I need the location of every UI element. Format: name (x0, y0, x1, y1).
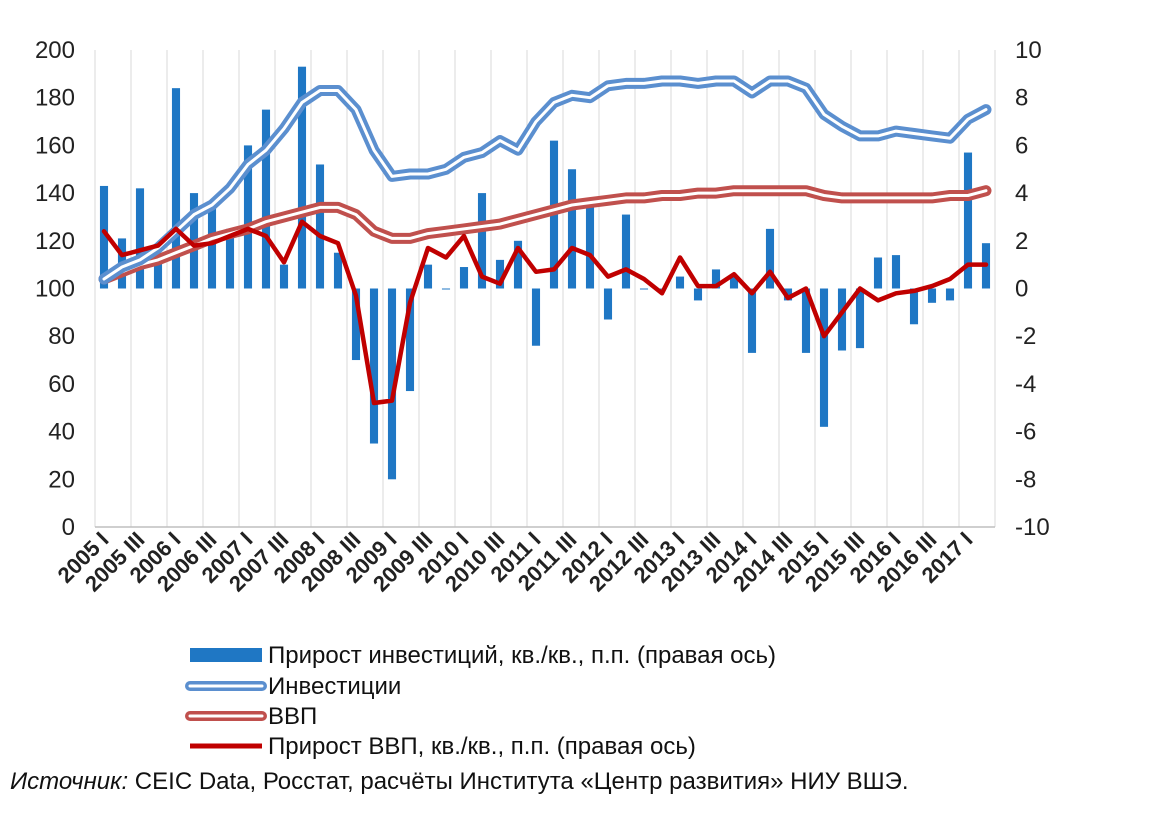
bar-investment-growth (279, 264, 289, 289)
bar-investment-growth (423, 264, 433, 289)
bar-investment-growth (261, 109, 271, 289)
legend-label: Прирост ВВП, кв./кв., п.п. (правая ось) (268, 733, 696, 760)
bar-investment-growth (675, 276, 685, 289)
bar-investment-growth (351, 288, 361, 361)
bar-investment-growth (297, 66, 307, 289)
bar-investment-growth (459, 267, 469, 289)
bar-investment-growth (153, 252, 163, 289)
y-right-tick-label: 8 (1015, 85, 1028, 112)
bar-investment-growth (567, 169, 577, 289)
bar-investment-growth (621, 214, 631, 289)
bar-investment-growth (531, 288, 541, 346)
bar-investment-growth (225, 228, 235, 289)
bar-investment-growth (765, 228, 775, 289)
bar-investment-growth (99, 185, 109, 289)
bar-investment-growth (729, 276, 739, 289)
bar-investment-growth (441, 288, 451, 290)
y-left-tick-label: 80 (48, 323, 75, 350)
bar-investment-growth (855, 288, 865, 349)
bar-investment-growth (495, 259, 505, 289)
grid (94, 50, 996, 527)
bar-investment-growth (927, 288, 937, 303)
y-left-tick-label: 160 (35, 132, 75, 159)
legend-swatch-bar (190, 648, 262, 662)
bar-investment-growth (405, 288, 415, 392)
bar-investment-growth (207, 202, 217, 289)
y-right-tick-label: -8 (1015, 466, 1036, 493)
bar-investment-growth (945, 288, 955, 301)
bar-investment-growth (243, 145, 253, 289)
bar-investment-growth (963, 152, 973, 289)
bar-investment-growth (369, 288, 379, 444)
y-right-tick-label: 6 (1015, 132, 1028, 159)
bar-investment-growth (315, 164, 325, 289)
bar-investment-growth (873, 257, 883, 289)
legend-label: Прирост инвестиций, кв./кв., п.п. (права… (268, 642, 776, 669)
y-left-tick-label: 140 (35, 180, 75, 207)
source-label: Источник: (10, 768, 129, 795)
line-series (98, 75, 992, 406)
source-text: CEIC Data, Росстат, расчёты Института «Ц… (128, 768, 909, 795)
line-investment-inner (102, 79, 988, 281)
bar-investment-growth (693, 288, 703, 301)
bar-investment-growth (891, 255, 901, 289)
y-right-tick-label: -4 (1015, 371, 1036, 398)
bar-investment-growth (819, 288, 829, 427)
legend: Прирост инвестиций, кв./кв., п.п. (права… (185, 642, 776, 760)
legend-label: Инвестиции (268, 673, 401, 700)
y-left-tick-label: 40 (48, 419, 75, 446)
y-right-tick-label: 4 (1015, 180, 1028, 207)
y-left-tick-label: 100 (35, 276, 75, 303)
bar-investment-growth (711, 269, 721, 289)
bar-investment-growth (135, 188, 145, 289)
y-left-tick-label: 180 (35, 85, 75, 112)
y-left-tick-label: 200 (35, 37, 75, 64)
bar-investment-growth (387, 288, 397, 480)
y-left-tick-label: 120 (35, 228, 75, 255)
source-note: Источник: CEIC Data, Росстат, расчёты Ин… (10, 768, 909, 796)
bar-investment-growth (837, 288, 847, 351)
y-right-tick-label: 10 (1015, 37, 1042, 64)
y-right-tick-label: -6 (1015, 419, 1036, 446)
bar-investment-growth (639, 288, 649, 290)
y-left-tick-label: 0 (62, 514, 75, 541)
bar-investment-growth (477, 193, 487, 289)
bar-investment-growth (513, 240, 523, 289)
y-right-tick-label: -10 (1015, 514, 1050, 541)
legend-label: ВВП (268, 703, 317, 730)
bar-investment-growth (333, 252, 343, 289)
y-left-tick-label: 20 (48, 466, 75, 493)
bar-investment-growth (909, 288, 919, 325)
bar-investment-growth (171, 88, 181, 289)
bar-investment-growth (603, 288, 613, 320)
bar-investment-growth (801, 288, 811, 353)
bar-investment-growth (585, 197, 595, 289)
y-right-tick-label: 0 (1015, 276, 1028, 303)
bar-investment-growth (747, 288, 757, 353)
y-left-tick-label: 60 (48, 371, 75, 398)
y-right-tick-label: -2 (1015, 323, 1036, 350)
y-right-tick-label: 2 (1015, 228, 1028, 255)
line-gdp-growth (101, 219, 989, 406)
